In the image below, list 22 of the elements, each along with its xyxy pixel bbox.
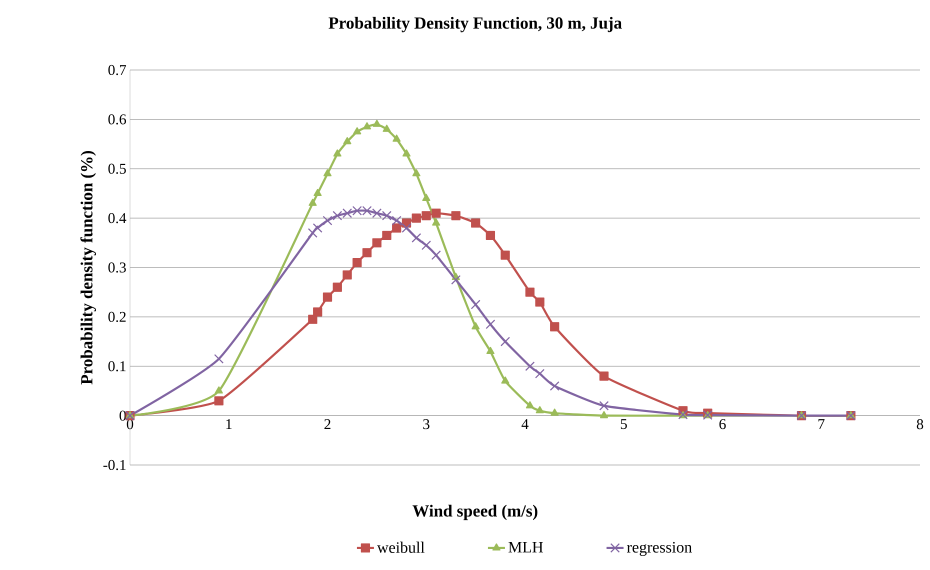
x-tick-label: 2 [324, 419, 330, 430]
x-tick-label: 6 [719, 419, 726, 430]
y-axis-title: Probability density function (%) [80, 151, 96, 384]
y-tick-label: 0.3 [108, 262, 126, 273]
legend-label: MLH [508, 542, 543, 552]
x-tick-label: 5 [620, 419, 627, 430]
x-axis-title: Wind speed (m/s) [412, 504, 538, 520]
y-tick-label: 0.4 [108, 213, 126, 224]
y-tick-label: 0.1 [108, 361, 126, 372]
x-tick-label: 1 [226, 419, 232, 430]
x-tick-label: 4 [522, 419, 528, 429]
x-tick-label: 8 [916, 419, 924, 430]
x-tick-label: 3 [423, 419, 430, 430]
y-tick-label: -0.1 [103, 460, 126, 470]
y-tick-label: 0.7 [108, 64, 126, 76]
y-tick-label: 0.5 [108, 164, 126, 174]
x-tick-label: 7 [818, 419, 825, 429]
legend-label: regression [626, 542, 692, 556]
chart-title: Probability Density Function, 30 m, Juja [328, 16, 622, 32]
y-tick-label: 0.6 [108, 114, 126, 124]
y-tick-label: 0.2 [108, 312, 126, 322]
legend-label: weibull [377, 542, 425, 553]
